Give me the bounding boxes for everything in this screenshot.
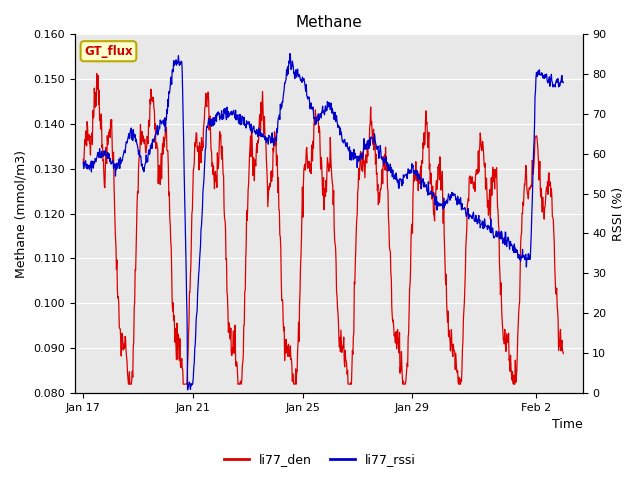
X-axis label: Time: Time	[552, 419, 582, 432]
Legend: li77_den, li77_rssi: li77_den, li77_rssi	[219, 448, 421, 471]
Y-axis label: Methane (mmol/m3): Methane (mmol/m3)	[15, 150, 28, 277]
Text: GT_flux: GT_flux	[84, 45, 132, 58]
Title: Methane: Methane	[296, 15, 362, 30]
Y-axis label: RSSI (%): RSSI (%)	[612, 186, 625, 240]
